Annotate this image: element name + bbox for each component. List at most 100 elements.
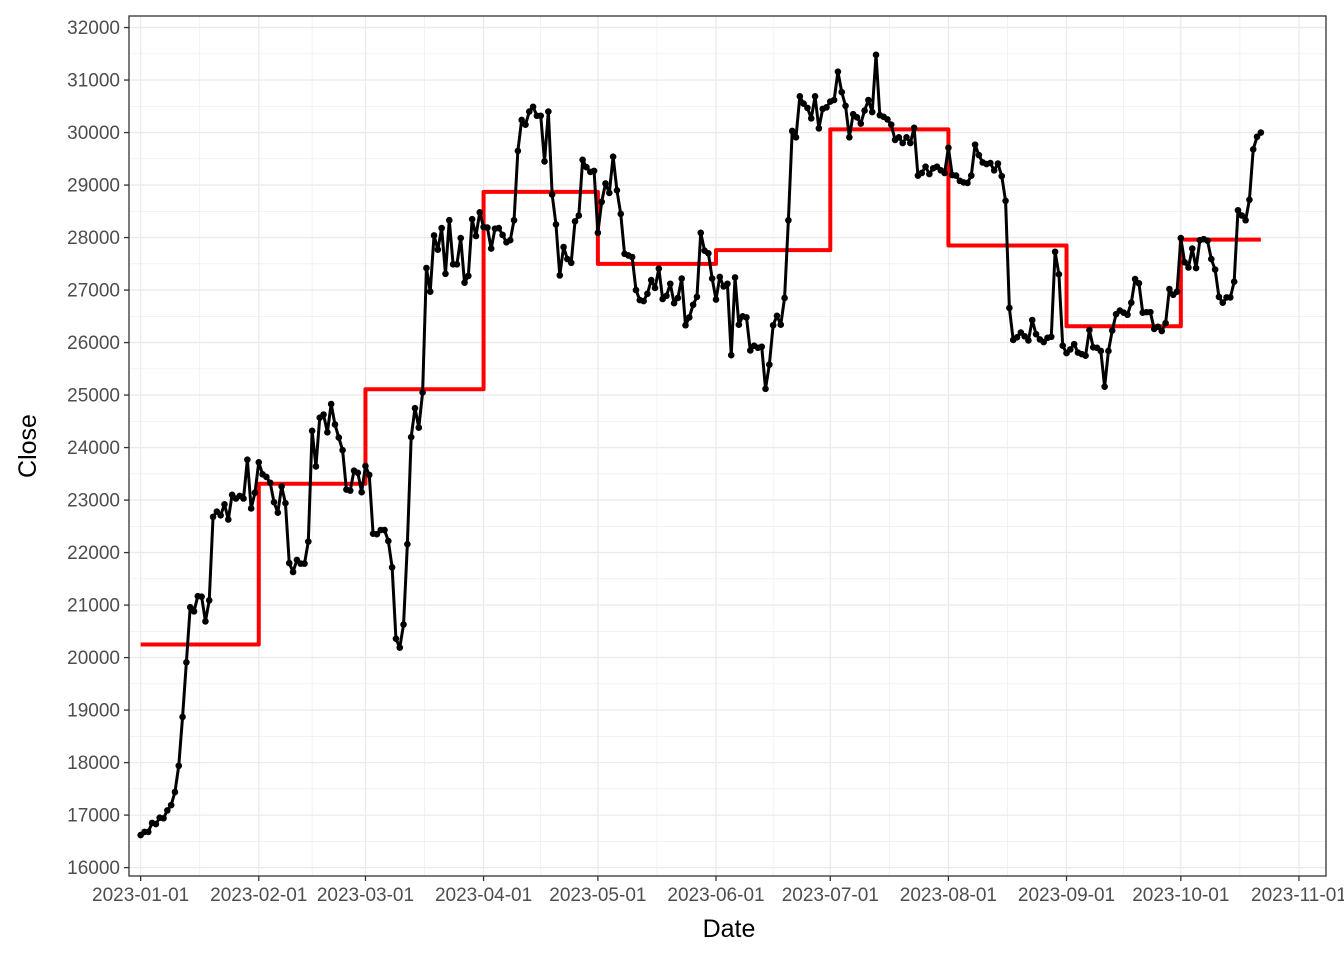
x-tick-label: 2023-01-01 [92, 885, 189, 906]
daily-close-point [670, 299, 678, 307]
daily-close-point [1154, 323, 1162, 331]
daily-close-point [495, 224, 503, 232]
daily-close-point [1246, 196, 1253, 204]
daily-close-point [1131, 275, 1139, 283]
daily-close-point [484, 224, 491, 231]
daily-close-point [221, 500, 228, 508]
daily-close-point [724, 280, 731, 288]
daily-close-point [567, 259, 575, 267]
daily-close-point [1086, 326, 1093, 334]
daily-close-point [541, 158, 548, 165]
daily-close-point [617, 210, 625, 218]
daily-close-point [899, 139, 906, 147]
daily-close-point [400, 621, 407, 628]
daily-close-point [510, 216, 518, 224]
daily-close-point [644, 290, 651, 298]
daily-close-point [392, 635, 400, 642]
daily-close-point [247, 505, 255, 512]
daily-close-point [270, 498, 278, 506]
daily-close-point [964, 179, 971, 187]
daily-close-point [415, 424, 423, 431]
daily-close-point [1028, 316, 1036, 324]
x-tick-label: 2023-08-01 [900, 885, 997, 906]
daily-close-point [358, 488, 365, 496]
daily-close-point [655, 265, 663, 272]
daily-close-point [167, 801, 175, 809]
daily-close-point [1253, 133, 1261, 141]
daily-close-point [1166, 285, 1173, 293]
daily-close-point [1181, 258, 1188, 266]
daily-close-point [987, 159, 994, 167]
daily-close-point [381, 526, 388, 534]
daily-close-point [522, 121, 529, 128]
daily-close-point [164, 807, 171, 814]
daily-close-point [1128, 299, 1135, 306]
daily-close-point [274, 509, 282, 516]
daily-close-point [385, 537, 392, 545]
daily-close-point [941, 169, 948, 177]
x-axis: 2023-01-01 2023-02-01 2023-03-01 2023-04-01… [92, 876, 1344, 906]
daily-close-point [686, 314, 693, 321]
daily-close-point [160, 814, 167, 822]
daily-close-point [198, 593, 205, 600]
daily-close-point [613, 187, 621, 194]
daily-close-point [423, 264, 430, 272]
daily-close-point [346, 487, 354, 494]
daily-close-point [335, 434, 343, 441]
daily-close-point [853, 114, 861, 121]
daily-close-point [396, 644, 404, 651]
daily-close-point [952, 172, 960, 179]
daily-close-point [697, 229, 705, 237]
daily-close-point [1082, 352, 1089, 359]
daily-close-point [663, 292, 670, 300]
daily-close-point [285, 559, 293, 567]
y-axis: 16000 17000 18000 19000 20000 21000 22000 23000… [67, 18, 129, 879]
daily-close-point [1059, 342, 1067, 350]
daily-close-point [144, 828, 152, 836]
daily-close-point [1051, 248, 1059, 256]
daily-close-point [842, 102, 849, 110]
daily-close-point [205, 597, 213, 604]
daily-close-point [506, 236, 514, 244]
daily-close-point [1162, 319, 1169, 327]
daily-close-point [545, 108, 552, 115]
y-tick-label: 16000 [67, 858, 120, 879]
y-tick-label: 21000 [67, 596, 120, 617]
daily-close-point [1105, 347, 1112, 355]
daily-close-point [442, 270, 449, 278]
daily-close-point [354, 469, 362, 477]
daily-close-point [666, 280, 674, 288]
daily-close-point [537, 112, 545, 120]
daily-close-point [1006, 304, 1013, 312]
y-axis-title: Close [14, 414, 42, 478]
daily-close-point [171, 788, 179, 796]
daily-close-point [590, 167, 598, 175]
daily-close-point [769, 321, 777, 329]
y-tick-label: 19000 [67, 701, 120, 722]
y-tick-label: 25000 [67, 386, 120, 407]
daily-close-point [918, 169, 926, 177]
daily-close-point [179, 713, 186, 721]
daily-close-point [1067, 346, 1074, 353]
daily-close-point [716, 273, 724, 281]
daily-close-point [815, 125, 823, 132]
daily-close-point [202, 618, 209, 625]
daily-close-point [411, 404, 419, 412]
x-tick-label: 2023-10-01 [1132, 885, 1229, 906]
daily-close-point [327, 400, 335, 408]
y-tick-label: 26000 [67, 333, 120, 354]
daily-close-point [560, 243, 567, 251]
daily-close-point [773, 312, 781, 320]
daily-close-point [712, 296, 720, 303]
daily-close-point [1173, 288, 1181, 295]
daily-close-point [609, 153, 617, 161]
daily-close-point [514, 147, 522, 155]
daily-close-point [282, 499, 289, 507]
y-tick-label: 17000 [67, 806, 120, 827]
y-tick-label: 31000 [67, 71, 120, 92]
daily-close-point [373, 530, 381, 538]
x-axis-title: Date [703, 915, 756, 943]
daily-close-point [758, 343, 766, 351]
daily-close-point [1234, 206, 1242, 214]
